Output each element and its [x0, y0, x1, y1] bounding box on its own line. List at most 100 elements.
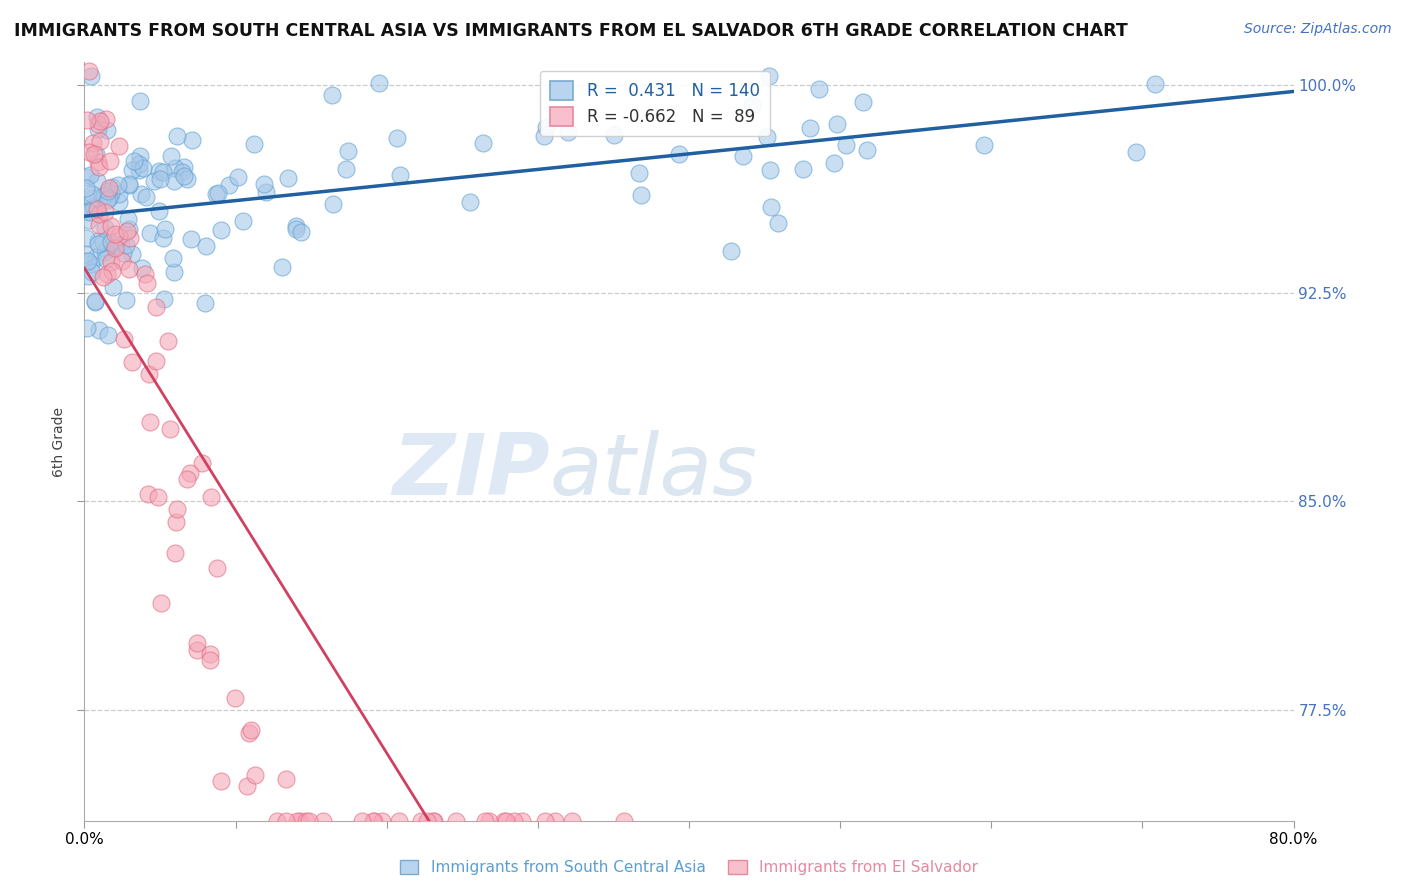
Point	[87, 323, 110, 337]
Point	[627, 166, 650, 180]
Point	[110, 237, 132, 252]
Point	[856, 143, 879, 157]
Point	[758, 70, 780, 84]
Point	[163, 161, 186, 175]
Point	[83, 294, 105, 309]
Point	[79, 168, 101, 182]
Point	[322, 197, 344, 211]
Point	[98, 181, 121, 195]
Point	[77, 63, 100, 78]
Point	[84, 147, 107, 161]
Point	[363, 814, 385, 828]
Point	[613, 814, 636, 828]
Point	[77, 203, 100, 218]
Point	[118, 177, 141, 191]
Point	[97, 184, 120, 198]
Point	[100, 219, 122, 234]
Point	[285, 219, 308, 233]
Point	[160, 149, 183, 163]
Point	[111, 253, 134, 268]
Point	[290, 226, 312, 240]
Point	[152, 231, 174, 245]
Point	[792, 162, 814, 177]
Point	[503, 814, 526, 828]
Point	[93, 235, 115, 249]
Point	[87, 219, 110, 233]
Point	[276, 814, 298, 828]
Point	[367, 76, 389, 90]
Point	[388, 814, 411, 828]
Point	[108, 229, 131, 244]
Point	[200, 490, 222, 504]
Point	[94, 221, 117, 235]
Point	[82, 136, 104, 150]
Point	[96, 252, 118, 266]
Point	[173, 169, 195, 183]
Point	[274, 772, 297, 786]
Point	[76, 113, 98, 128]
Point	[91, 188, 114, 202]
Point	[200, 648, 222, 662]
Point	[79, 257, 101, 271]
Point	[471, 136, 494, 150]
Point	[207, 561, 229, 575]
Point	[128, 157, 150, 171]
Point	[478, 814, 501, 828]
Point	[89, 113, 111, 128]
Point	[766, 216, 789, 230]
Point	[162, 251, 184, 265]
Point	[134, 267, 156, 281]
Point	[851, 95, 873, 109]
Point	[731, 149, 754, 163]
Point	[138, 415, 160, 429]
Text: Source: ZipAtlas.com: Source: ZipAtlas.com	[1244, 22, 1392, 37]
Point	[136, 276, 159, 290]
Point	[191, 456, 214, 470]
Point	[165, 515, 187, 529]
Point	[107, 139, 129, 153]
Point	[543, 814, 565, 828]
Point	[458, 195, 481, 210]
Point	[277, 171, 299, 186]
Point	[228, 169, 250, 184]
Point	[668, 146, 690, 161]
Point	[561, 814, 583, 828]
Point	[146, 490, 169, 504]
Point	[172, 164, 194, 178]
Point	[198, 652, 221, 666]
Point	[163, 546, 186, 560]
Point	[266, 814, 288, 828]
Point	[166, 501, 188, 516]
Point	[361, 814, 384, 828]
Point	[83, 147, 105, 161]
Point	[236, 779, 259, 793]
Point	[173, 160, 195, 174]
Point	[101, 279, 124, 293]
Point	[153, 292, 176, 306]
Point	[121, 163, 143, 178]
Text: IMMIGRANTS FROM SOUTH CENTRAL ASIA VS IMMIGRANTS FROM EL SALVADOR 6TH GRADE CORR: IMMIGRANTS FROM SOUTH CENTRAL ASIA VS IM…	[14, 22, 1128, 40]
Point	[86, 174, 108, 188]
Point	[159, 422, 181, 436]
Point	[77, 269, 100, 284]
Point	[295, 814, 318, 828]
Point	[153, 222, 176, 236]
Point	[77, 254, 100, 268]
Point	[77, 145, 100, 160]
Point	[136, 487, 159, 501]
Point	[807, 82, 830, 96]
Point	[129, 187, 152, 202]
Point	[75, 181, 97, 195]
Point	[411, 814, 433, 828]
Point	[87, 160, 110, 174]
Point	[97, 327, 120, 342]
Point	[107, 178, 129, 192]
Point	[243, 768, 266, 782]
Point	[129, 149, 152, 163]
Point	[759, 200, 782, 214]
Point	[96, 267, 118, 281]
Point	[122, 153, 145, 168]
Point	[149, 171, 172, 186]
Point	[176, 472, 198, 486]
Point	[118, 221, 141, 235]
